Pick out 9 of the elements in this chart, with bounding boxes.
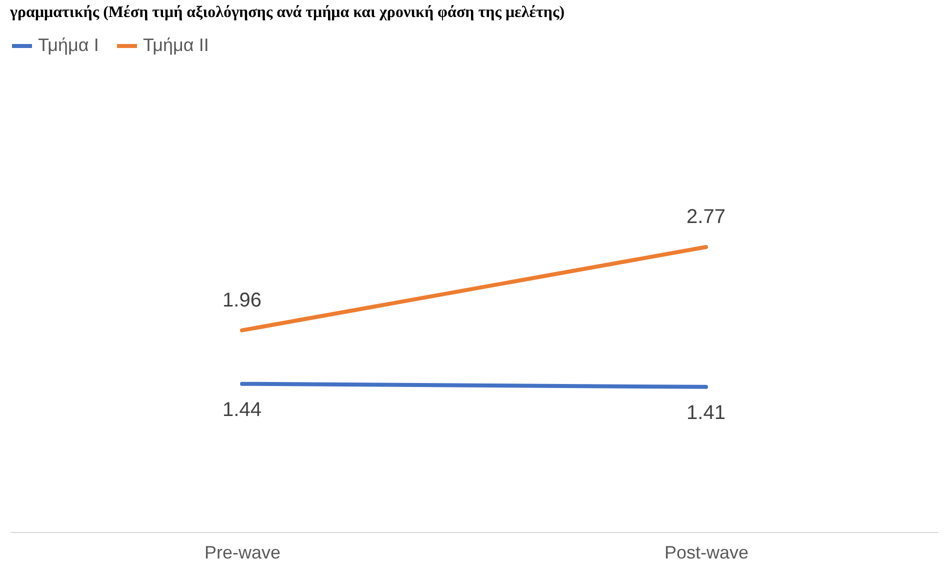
x-tick-label: Pre-wave [204,542,281,562]
legend-label: Τμήμα II [143,35,209,55]
data-label: 1.41 [686,402,726,424]
data-label: 1.96 [222,289,262,312]
x-tick-label: Post-wave [664,542,749,562]
legend-label: Τμήμα I [38,35,99,55]
data-label: 2.77 [686,206,726,228]
chart-title: γραμματικής (Μέση τιμή αξιολόγησης ανά τμήμα και χρονική φάση της μελέτης) [9,4,565,21]
data-label: 1.44 [222,398,262,421]
